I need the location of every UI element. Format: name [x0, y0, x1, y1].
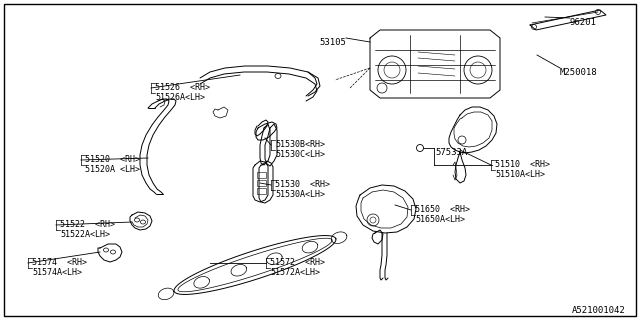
- Circle shape: [531, 25, 536, 29]
- Text: 51520  <RH>: 51520 <RH>: [85, 155, 140, 164]
- Text: 51522A<LH>: 51522A<LH>: [60, 230, 110, 239]
- Text: M250018: M250018: [560, 68, 598, 77]
- Circle shape: [464, 56, 492, 84]
- Text: 51522  <RH>: 51522 <RH>: [60, 220, 115, 229]
- Polygon shape: [158, 288, 174, 300]
- Polygon shape: [194, 276, 209, 288]
- Circle shape: [384, 62, 400, 78]
- Text: 51574  <RH>: 51574 <RH>: [32, 258, 87, 267]
- Text: 51526  <RH>: 51526 <RH>: [155, 83, 210, 92]
- Text: 57533A: 57533A: [435, 148, 467, 157]
- Ellipse shape: [141, 220, 145, 224]
- Text: 53105: 53105: [319, 38, 346, 47]
- Text: 51526A<LH>: 51526A<LH>: [155, 93, 205, 102]
- Text: 51530C<LH>: 51530C<LH>: [275, 150, 325, 159]
- Polygon shape: [302, 241, 317, 253]
- Polygon shape: [231, 264, 246, 276]
- Polygon shape: [267, 253, 282, 264]
- Text: 51650  <RH>: 51650 <RH>: [415, 205, 470, 214]
- Text: 96201: 96201: [570, 18, 597, 27]
- Ellipse shape: [104, 248, 109, 252]
- Circle shape: [470, 62, 486, 78]
- Text: 51572A<LH>: 51572A<LH>: [270, 268, 320, 277]
- Text: 51530A<LH>: 51530A<LH>: [275, 190, 325, 199]
- Ellipse shape: [111, 250, 115, 254]
- Ellipse shape: [275, 74, 281, 78]
- Ellipse shape: [134, 218, 140, 222]
- Circle shape: [595, 10, 600, 14]
- Text: 51520A <LH>: 51520A <LH>: [85, 165, 140, 174]
- Polygon shape: [332, 232, 347, 244]
- Text: 51574A<LH>: 51574A<LH>: [32, 268, 82, 277]
- Bar: [257, 180, 266, 186]
- Bar: [257, 188, 266, 194]
- Bar: [257, 172, 266, 178]
- Circle shape: [417, 145, 424, 151]
- Text: 51650A<LH>: 51650A<LH>: [415, 215, 465, 224]
- Circle shape: [377, 83, 387, 93]
- Text: 51510  <RH>: 51510 <RH>: [495, 160, 550, 169]
- Text: A521001042: A521001042: [572, 306, 626, 315]
- Circle shape: [458, 136, 466, 144]
- Text: 51572  <RH>: 51572 <RH>: [270, 258, 325, 267]
- Text: 51530  <RH>: 51530 <RH>: [275, 180, 330, 189]
- Circle shape: [367, 214, 379, 226]
- Text: 51510A<LH>: 51510A<LH>: [495, 170, 545, 179]
- Circle shape: [378, 56, 406, 84]
- Circle shape: [370, 217, 376, 223]
- Text: 51530B<RH>: 51530B<RH>: [275, 140, 325, 149]
